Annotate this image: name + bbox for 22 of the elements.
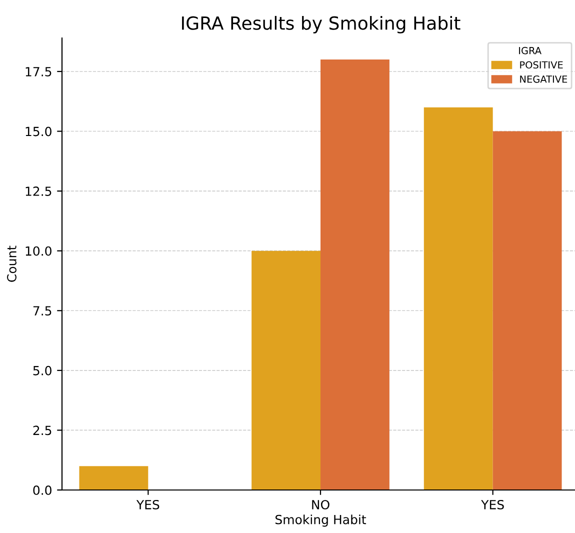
y-tick-label: 15.0 bbox=[26, 126, 52, 136]
x-tick-label: YES bbox=[136, 500, 160, 510]
legend-title: IGRA bbox=[519, 46, 542, 54]
bar bbox=[79, 466, 148, 490]
x-tick-label: NO bbox=[312, 500, 330, 510]
legend-label: POSITIVE bbox=[520, 61, 563, 69]
y-tick-label: 17.5 bbox=[26, 67, 52, 76]
y-axis-title: Count bbox=[7, 246, 16, 282]
bar bbox=[492, 131, 562, 490]
bar bbox=[252, 250, 320, 490]
y-tick-label: 7.5 bbox=[33, 306, 52, 316]
x-tick-label: YES bbox=[481, 500, 504, 510]
x-axis-title: Smoking Habit bbox=[275, 514, 366, 527]
chart-title: IGRA Results by Smoking Habit bbox=[182, 16, 460, 34]
y-tick-label: 12.5 bbox=[26, 186, 52, 196]
legend-label: NEGATIVE bbox=[520, 75, 568, 83]
y-tick-label: 5.0 bbox=[33, 366, 52, 376]
bar bbox=[424, 107, 493, 490]
y-tick-label: 0.0 bbox=[33, 485, 52, 495]
y-tick-label: 2.5 bbox=[33, 426, 52, 436]
bar bbox=[320, 60, 390, 490]
y-tick-label: 10.0 bbox=[26, 246, 52, 256]
